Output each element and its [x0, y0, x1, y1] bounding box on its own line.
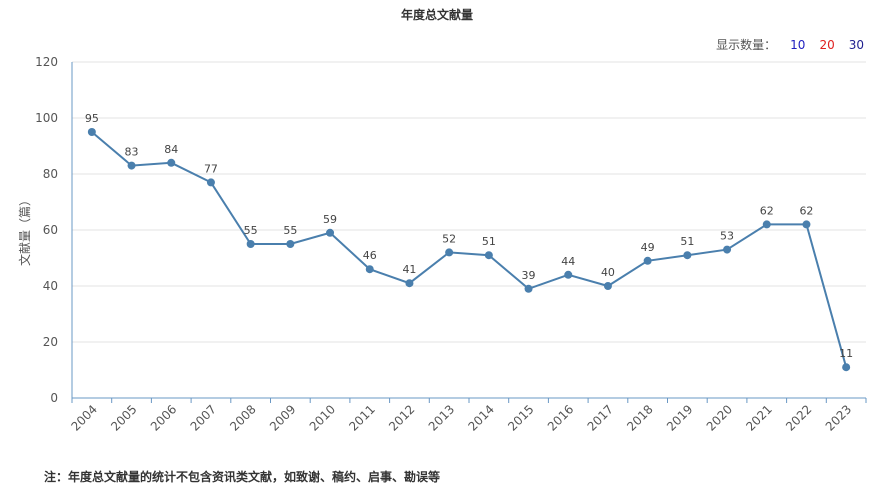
x-tick-label: 2014 — [465, 402, 496, 433]
data-label: 51 — [482, 235, 496, 248]
data-point[interactable] — [564, 270, 573, 279]
data-label: 44 — [561, 255, 575, 268]
data-label: 49 — [641, 241, 655, 254]
x-tick-label: 2019 — [664, 402, 695, 433]
x-tick-label: 2009 — [267, 402, 298, 433]
data-labels: 95 83 84 77 55 55 59 46 41 52 51 39 44 40 49 51 53 62 62 11 — [85, 112, 853, 360]
data-point[interactable] — [87, 128, 96, 136]
data-point[interactable] — [842, 363, 851, 372]
data-point[interactable] — [643, 256, 652, 265]
data-label: 51 — [680, 235, 694, 248]
y-tick-label: 120 — [35, 55, 58, 69]
x-tick-label: 2017 — [585, 402, 616, 433]
data-point[interactable] — [445, 248, 454, 257]
data-label: 46 — [363, 249, 377, 262]
chart-title: 年度总文献量 — [400, 8, 473, 22]
data-point[interactable] — [246, 240, 255, 248]
display-count-label: 显示数量： — [716, 38, 777, 52]
x-tick-label: 2004 — [68, 402, 99, 433]
x-tick-label: 2012 — [386, 402, 417, 433]
data-point[interactable] — [603, 282, 612, 290]
x-tick-label: 2022 — [783, 402, 814, 433]
x-tick-label: 2023 — [823, 402, 854, 433]
data-label: 59 — [323, 213, 337, 226]
footnote: 注：年度总文献量的统计不包含资讯类文献，如致谢、稿约、启事、勘误等 — [44, 470, 441, 484]
data-label: 53 — [720, 230, 734, 243]
data-label: 62 — [760, 204, 774, 217]
y-tick-label: 40 — [43, 279, 58, 293]
data-point[interactable] — [405, 279, 414, 288]
x-tick-label: 2021 — [743, 402, 774, 433]
data-label: 84 — [164, 143, 178, 156]
x-tick-labels: 2004 2005 2006 2007 2008 2009 2010 2011 2012 2013… — [68, 402, 854, 433]
data-label: 55 — [283, 224, 297, 237]
x-tick-label: 2015 — [505, 402, 536, 433]
data-label: 11 — [839, 347, 853, 360]
data-point[interactable] — [723, 245, 732, 254]
data-label: 77 — [204, 162, 218, 175]
y-tick-label: 0 — [50, 391, 58, 405]
display-count-option-20[interactable]: 20 — [819, 37, 835, 52]
x-tick-label: 2013 — [426, 402, 457, 433]
display-count-selector: 显示数量： 10 20 30 — [716, 36, 864, 53]
x-tick-label: 2006 — [148, 402, 179, 433]
y-tick-labels: 0 20 40 60 80 100 120 — [35, 55, 58, 405]
data-point[interactable] — [206, 178, 215, 187]
x-tick-label: 2010 — [307, 402, 338, 433]
series-line — [91, 131, 848, 368]
data-point[interactable] — [365, 265, 374, 274]
data-label: 83 — [125, 146, 139, 159]
y-axis-title: 文献量（篇） — [17, 194, 32, 266]
data-point[interactable] — [762, 220, 771, 229]
data-label: 62 — [799, 204, 813, 217]
data-label: 95 — [85, 112, 99, 125]
data-label: 40 — [601, 266, 615, 279]
grid-lines — [72, 61, 866, 343]
data-label: 39 — [522, 269, 536, 282]
data-points — [87, 128, 851, 372]
data-point[interactable] — [286, 240, 295, 248]
y-tick-label: 20 — [43, 335, 58, 349]
data-point[interactable] — [484, 251, 493, 260]
data-point[interactable] — [167, 158, 176, 167]
x-tick-label: 2008 — [227, 402, 258, 433]
display-count-option-30[interactable]: 30 — [848, 37, 864, 52]
y-tick-label: 80 — [43, 167, 58, 181]
data-point[interactable] — [683, 251, 692, 260]
data-point[interactable] — [802, 220, 811, 229]
x-tick-label: 2018 — [624, 402, 655, 433]
axes — [71, 62, 867, 403]
data-label: 41 — [402, 263, 416, 276]
data-point[interactable] — [326, 228, 335, 237]
x-tick-label: 2011 — [346, 402, 377, 433]
display-count-option-10[interactable]: 10 — [790, 37, 806, 52]
x-tick-label: 2016 — [545, 402, 576, 433]
x-tick-label: 2020 — [704, 402, 735, 433]
data-point[interactable] — [127, 161, 136, 170]
data-point[interactable] — [524, 284, 533, 293]
data-label: 52 — [442, 232, 456, 245]
y-tick-label: 60 — [43, 223, 58, 237]
x-tick-label: 2005 — [108, 402, 139, 433]
y-tick-label: 100 — [35, 111, 58, 125]
x-tick-label: 2007 — [188, 402, 219, 433]
data-label: 55 — [244, 224, 258, 237]
